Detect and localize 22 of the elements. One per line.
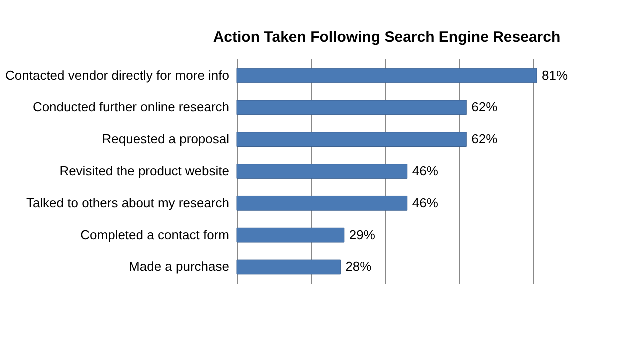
bar <box>236 132 467 148</box>
bar <box>236 196 408 211</box>
y-tick-label: Requested a proposal <box>102 132 230 147</box>
data-label: 62% <box>472 100 498 115</box>
y-tick-label: Talked to others about my research <box>26 195 230 210</box>
bar <box>236 164 408 179</box>
bar <box>236 100 467 116</box>
bar <box>236 228 345 243</box>
chart-title: Action Taken Following Search Engine Research <box>213 29 561 46</box>
data-label: 46% <box>412 164 439 178</box>
data-label: 28% <box>346 259 372 274</box>
y-tick-label: Revisited the product website <box>60 164 230 178</box>
bar <box>236 68 538 84</box>
data-label: 81% <box>542 68 568 83</box>
data-label: 29% <box>349 227 376 242</box>
bar <box>236 260 341 275</box>
data-label: 46% <box>412 195 439 210</box>
y-tick-label: Made a purchase <box>129 259 230 274</box>
y-tick-label: Contacted vendor directly for more info <box>6 68 230 83</box>
y-tick-label: Completed a contact form <box>80 227 230 242</box>
data-label: 62% <box>472 132 498 147</box>
y-tick-label: Conducted further online research <box>32 100 230 115</box>
